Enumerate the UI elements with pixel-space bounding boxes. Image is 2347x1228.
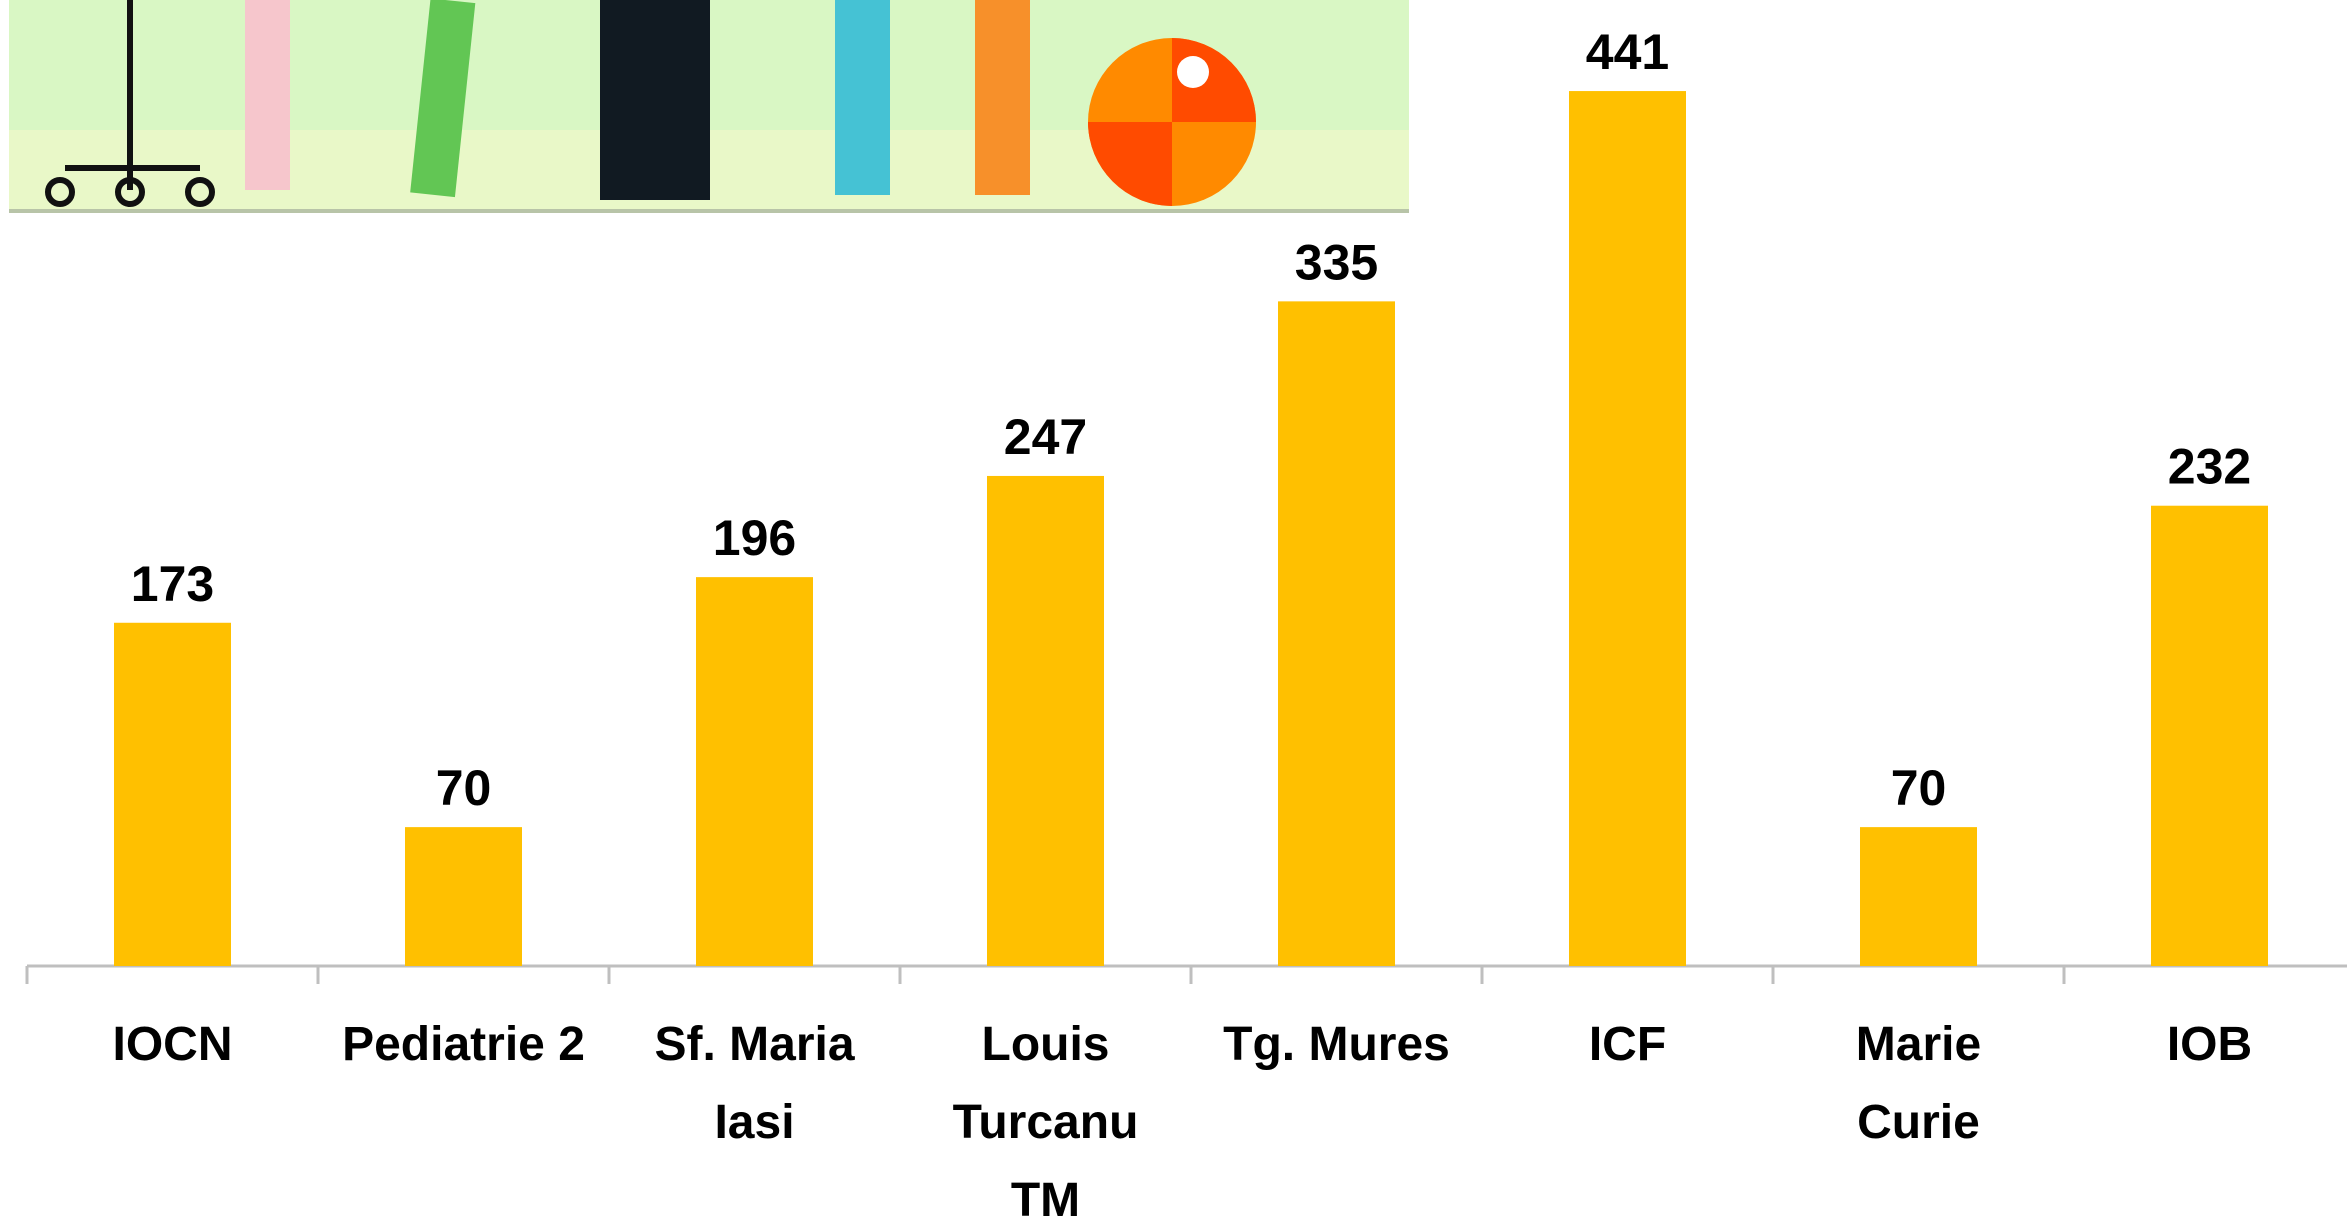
data-label: 196 [713, 510, 796, 566]
x-tick-label: IOCN [27, 1006, 318, 1084]
bar [1569, 91, 1686, 966]
data-label: 70 [1891, 760, 1947, 816]
legs [245, 0, 290, 190]
data-label: 70 [436, 760, 492, 816]
legs [600, 0, 710, 200]
data-label: 441 [1586, 24, 1669, 80]
x-tick-label: Tg. Mures [1191, 1006, 1482, 1084]
data-label: 232 [2168, 439, 2251, 495]
data-label: 335 [1295, 234, 1378, 290]
x-tick-label: Pediatrie 2 [318, 1006, 609, 1084]
bar [1860, 827, 1977, 966]
ball-spot [1177, 56, 1209, 88]
legs [975, 0, 1030, 195]
legs [835, 0, 890, 195]
page: 1737019624733544170232 (() => { const da… [0, 0, 2347, 1228]
bar [1278, 301, 1395, 966]
data-label: 247 [1004, 409, 1087, 465]
x-tick-label: Marie Curie [1773, 1006, 2064, 1162]
bar [2151, 506, 2268, 966]
bar [987, 476, 1104, 966]
data-label: 173 [131, 556, 214, 612]
x-tick-label: Louis Turcanu TM [900, 1006, 1191, 1228]
bar [114, 623, 231, 966]
x-tick-label: Sf. Maria Iasi [609, 1006, 900, 1162]
bar [696, 577, 813, 966]
x-tick-label: IOB [2064, 1006, 2347, 1084]
x-tick-label: ICF [1482, 1006, 1773, 1084]
bar [405, 827, 522, 966]
illustration [9, 0, 1409, 213]
